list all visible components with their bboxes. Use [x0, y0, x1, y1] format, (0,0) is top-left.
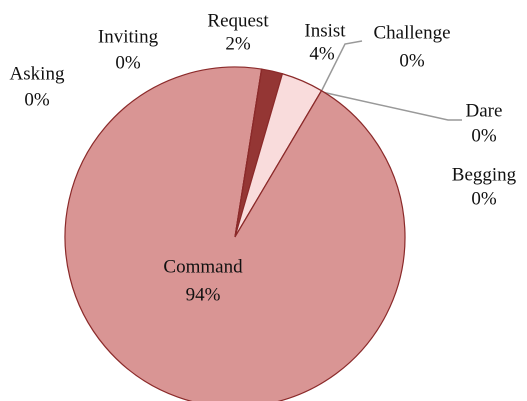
- value-label: 0%: [24, 89, 50, 110]
- slice-label: Command: [163, 256, 243, 277]
- slice-label: Dare: [466, 100, 503, 121]
- slice-label: Request: [207, 10, 269, 31]
- value-label: 2%: [225, 33, 251, 54]
- slice-label: Inviting: [98, 26, 159, 47]
- pie-slice: [234, 68, 263, 238]
- value-label: 4%: [309, 43, 335, 64]
- value-label: 94%: [186, 284, 221, 305]
- leader-line: [321, 40, 363, 91]
- value-label: 0%: [471, 125, 497, 146]
- slice-label: Challenge: [373, 22, 450, 43]
- slice-label: Begging: [452, 164, 517, 185]
- slice-label: Asking: [10, 63, 65, 84]
- slice-label: Insist: [304, 20, 346, 41]
- value-label: 0%: [471, 188, 497, 209]
- leader-line: [321, 91, 462, 121]
- value-label: 0%: [115, 52, 141, 73]
- value-label: 0%: [399, 50, 425, 71]
